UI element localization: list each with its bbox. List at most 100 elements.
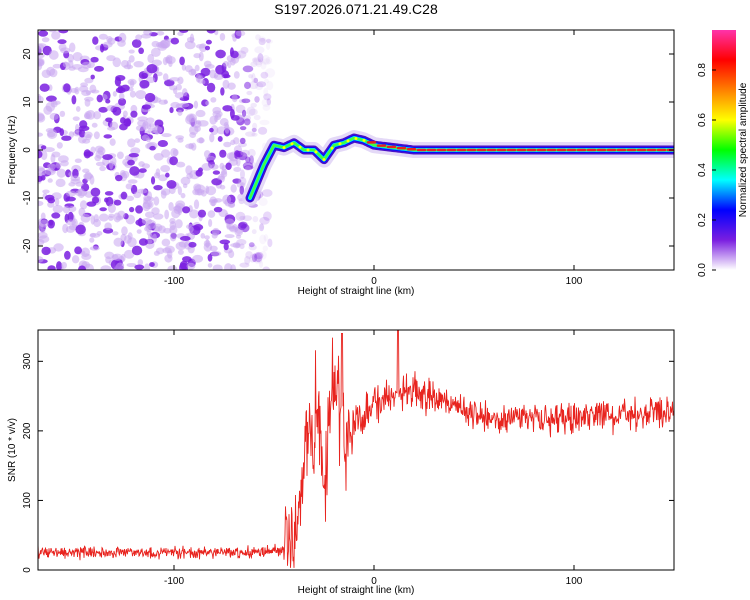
x-tick-label: -100 [164,576,184,587]
noise-blob [238,176,247,186]
noise-blob [180,176,191,186]
noise-blob [262,266,271,270]
noise-blob [67,60,74,69]
noise-blob [229,226,239,233]
ridge-core-dot [354,136,358,140]
noise-blob [112,91,117,97]
noise-blob [266,80,274,91]
noise-blob [152,233,157,243]
noise-blob [262,104,271,111]
noise-blob [68,131,75,138]
noise-blob [64,250,71,260]
noise-blob [245,156,251,163]
noise-blob [248,108,258,116]
noise-blob [131,39,142,48]
noise-blob [160,164,171,173]
noise-blob [113,237,124,247]
noise-blob [60,47,71,54]
noise-blob [206,82,216,93]
noise-blob [118,32,127,43]
noise-blob [222,194,232,205]
noise-blob [242,65,254,73]
noise-blob [120,84,130,92]
noise-blob [241,109,247,117]
x-tick-label: 100 [566,576,583,587]
noise-blob [62,61,69,68]
noise-blob [200,67,211,77]
noise-blob [193,53,202,59]
noise-blob [209,133,215,143]
noise-blob [252,56,264,66]
y-tick-label: 0 [22,147,33,153]
noise-blob [112,106,122,116]
noise-blob [122,110,128,118]
noise-blob [177,186,182,196]
noise-blob [211,178,223,186]
noise-blob [151,207,160,215]
noise-layer [38,30,276,270]
noise-blob [258,260,264,268]
noise-blob [150,176,156,185]
noise-blob [121,226,128,236]
noise-blob [48,30,57,33]
noise-blob [98,106,108,113]
noise-blob [104,197,109,203]
noise-blob [102,154,113,161]
noise-blob [164,209,170,220]
noise-blob [80,213,91,223]
noise-blob [146,122,152,130]
noise-blob [250,102,257,108]
noise-blob [223,141,232,148]
noise-blob [134,264,145,270]
noise-blob [94,65,105,72]
noise-blob [70,175,81,182]
noise-blob [135,125,146,132]
noise-blob [118,92,125,100]
noise-blob [235,30,246,37]
noise-blob [163,227,172,234]
y-tick-label: 200 [22,422,33,439]
noise-blob [175,83,182,91]
noise-blob [112,57,122,68]
noise-blob [39,219,49,228]
noise-blob [126,59,131,70]
noise-blob [169,232,177,242]
noise-blob [136,229,142,234]
noise-blob [134,138,141,143]
noise-blob [80,82,89,88]
noise-blob [201,79,206,85]
x-tick-label: 100 [566,276,583,287]
noise-blob [89,84,97,93]
ridge-core-dot [330,146,334,150]
noise-blob [56,261,63,270]
noise-blob [91,122,98,128]
noise-blob [219,32,226,41]
colorbar-label: Normalized spectral amplitude [738,82,749,217]
noise-blob [129,206,135,213]
noise-blob [191,142,197,151]
noise-blob [126,262,137,268]
noise-blob [150,47,161,58]
noise-blob [207,263,213,268]
noise-blob [115,74,126,81]
noise-blob [70,87,79,94]
noise-blob [38,256,44,263]
noise-blob [126,195,135,202]
noise-blob [251,127,257,133]
noise-blob [210,250,222,257]
noise-blob [230,184,237,193]
noise-blob [153,213,164,220]
noise-blob [84,96,94,102]
snr-frame [37,329,675,571]
noise-blob [75,224,86,235]
y-tick-label: -10 [22,190,33,205]
noise-blob [43,105,53,115]
noise-blob [52,204,64,214]
noise-blob [213,206,223,213]
noise-blob [255,82,264,91]
noise-blob [111,157,117,166]
noise-blob [92,36,99,45]
spectrogram-y-label: Frequency (Hz) [7,116,18,185]
noise-blob [251,229,257,235]
noise-blob [146,137,151,143]
